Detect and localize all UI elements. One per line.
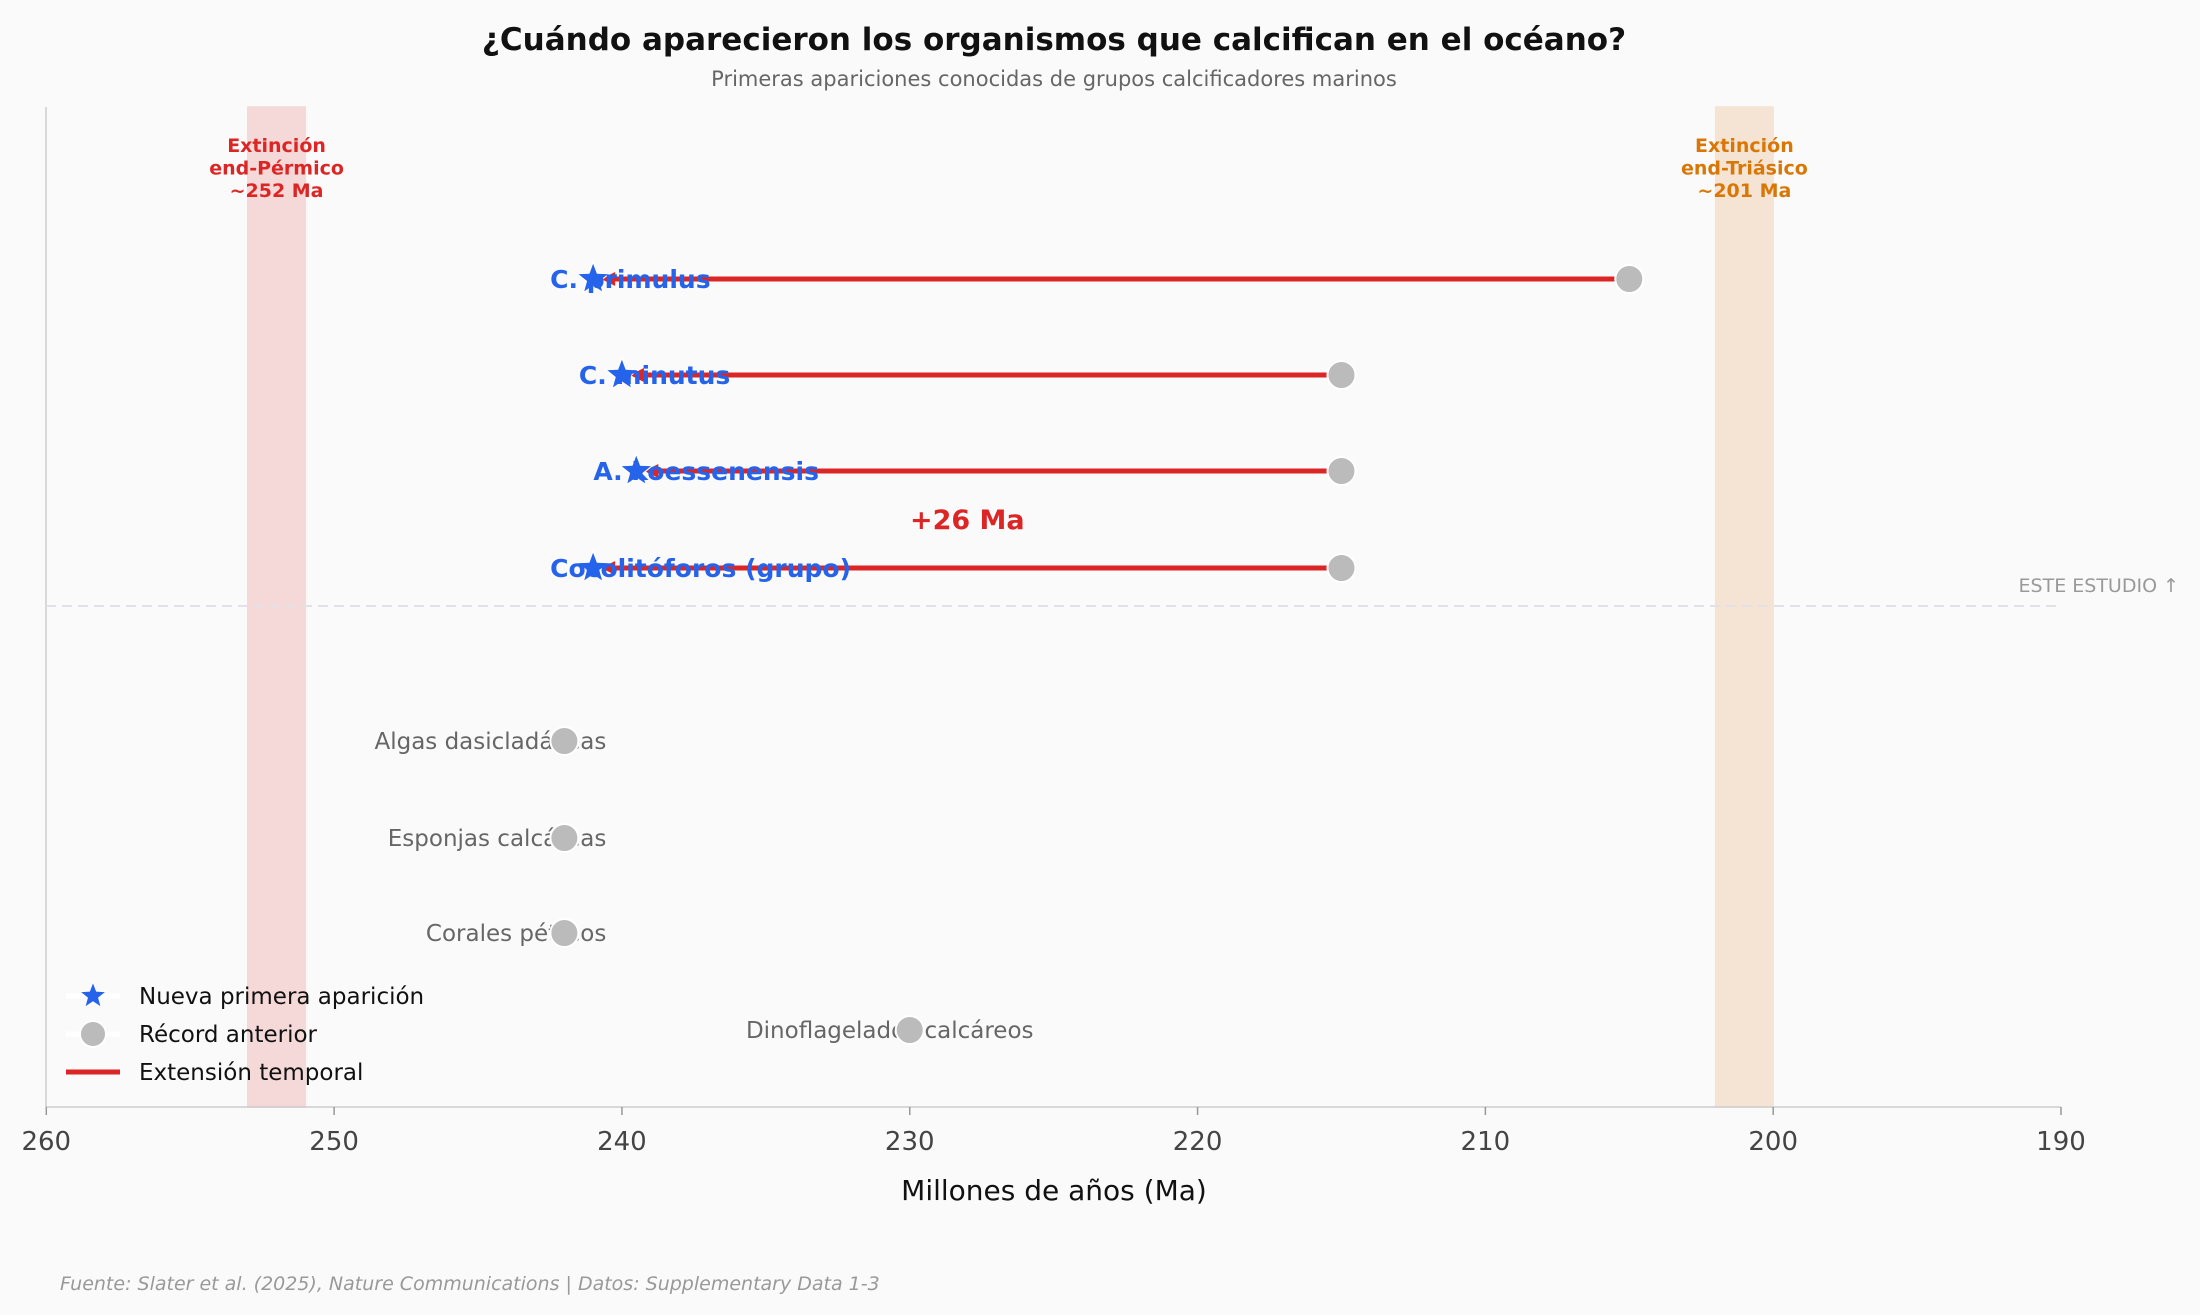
extinction-label: Extinción [1695,135,1794,157]
legend-label: Nueva primera aparición [139,984,424,1010]
x-tick-label: 240 [597,1127,647,1157]
x-tick-label: 220 [1173,1127,1223,1157]
group-label: A. koessenensis [593,457,819,486]
x-tick-label: 200 [1748,1127,1798,1157]
extinction-label: end-Pérmico [209,158,344,180]
chart-subtitle: Primeras apariciones conocidas de grupos… [711,67,1397,91]
extinction-label: ~252 Ma [230,180,324,202]
previous-record-point [549,726,580,756]
extinction-label: ~201 Ma [1697,180,1791,202]
arrowhead-icon [629,368,644,382]
previous-record-point [1614,264,1645,294]
x-tick-label: 250 [309,1127,359,1157]
new-first-appearance-star [604,356,640,391]
new-first-appearance-star [575,549,611,584]
group-label: Dinoflagelados calcáreos [746,1018,1034,1044]
footer-source: Fuente: Slater et al. (2025), Nature Com… [60,1273,880,1295]
previous-record-point [549,918,580,948]
new-first-appearance-star [575,260,611,295]
arrowhead-icon [601,272,616,286]
previous-record-point [1326,553,1357,583]
legend: Nueva primera aparición Récord anterior … [66,980,424,1086]
x-tick-label: 210 [1461,1127,1511,1157]
x-axis-label: Millones de años (Ma) [901,1174,1207,1207]
group-label: Cocolitóforos (grupo) [550,554,851,583]
previous-record-point [1326,360,1357,390]
extinction-label: end-Triásico [1681,158,1808,180]
legend-label: Extensión temporal [139,1060,363,1086]
arrowhead-icon [601,561,616,575]
annotation-extension: +26 Ma [910,505,1025,536]
previous-record-point [894,1015,925,1045]
chart-title: ¿Cuándo aparecieron los organismos que c… [482,22,1626,58]
group-label: C. minutus [579,361,730,390]
new-first-appearance-star [618,452,655,487]
legend-star-icon [78,980,108,1009]
x-tick-label: 230 [885,1127,935,1157]
group-label: C. primulus [550,265,710,294]
study-divider-label: ESTE ESTUDIO ↑ [2019,575,2179,597]
x-tick-label: 260 [21,1127,71,1157]
previous-record-point [1326,456,1357,486]
x-tick-label: 190 [2036,1127,2086,1157]
legend-label: Récord anterior [139,1022,318,1048]
extinction-label: Extinción [227,135,326,157]
previous-record-point [549,823,580,853]
legend-dot-icon [79,1020,107,1048]
arrowhead-icon [644,464,659,478]
